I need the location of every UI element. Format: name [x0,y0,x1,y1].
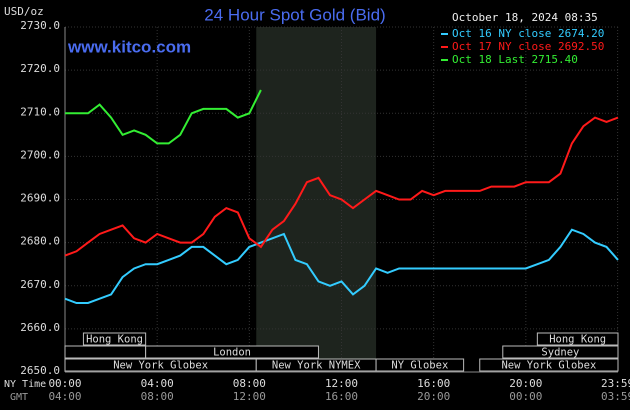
y-tick-label: 2730.0 [20,19,60,32]
legend-label: Oct 16 NY close 2674.20 [452,27,604,40]
y-tick-label: 2680.0 [20,235,60,248]
x2-tick-label: 16:00 [325,390,358,403]
session-label: Sydney [541,347,579,359]
x-axis-label: GMT [10,392,28,403]
session-box [64,345,147,359]
x2-tick-label: 20:00 [417,390,450,403]
session-box [536,332,619,346]
x2-tick-label: 04:00 [48,390,81,403]
y-tick-label: 2650.0 [20,364,60,377]
x2-tick-label: 12:00 [233,390,266,403]
session-label: Hong Kong [86,334,143,346]
x-tick-label: 08:00 [233,377,266,390]
series-line [65,89,262,145]
session-label: New York Globex [501,360,596,372]
session-label: New York NYMEX [272,360,361,372]
session-box [479,358,619,372]
x-tick-label: 12:00 [325,377,358,390]
x-tick-label: 00:00 [48,377,81,390]
y-tick-label: 2670.0 [20,278,60,291]
session-box [502,345,619,359]
shaded-span [256,27,377,372]
x-tick-label: 23:59 [601,377,630,390]
y-tick-label: 2700.0 [20,148,60,161]
timestamp: October 18, 2024 08:35 [452,11,598,24]
session-box [375,358,465,372]
x-tick-label: 16:00 [417,377,450,390]
y-unit: USD/oz [4,5,44,18]
legend-label: Oct 17 NY close 2692.50 [452,40,604,53]
session-box [82,332,147,346]
session-label: New York Globex [113,360,208,372]
x2-tick-label: 00:00 [509,390,542,403]
session-label: NY Globex [391,360,448,372]
x2-tick-label: 08:00 [141,390,174,403]
y-tick-label: 2720.0 [20,62,60,75]
y-tick-label: 2690.0 [20,192,60,205]
x-tick-label: 04:00 [141,377,174,390]
x2-tick-label: 03:59 [601,390,630,403]
x-tick-label: 20:00 [509,377,542,390]
session-box [145,345,319,359]
session-label: London [213,347,251,359]
y-tick-label: 2660.0 [20,321,60,334]
session-label: Hong Kong [549,334,606,346]
chart-title: 24 Hour Spot Gold (Bid) [204,5,385,24]
series-line [64,228,619,304]
legend-label: Oct 18 Last 2715.40 [452,53,578,66]
series-line [64,116,619,257]
x-axis-label: NY Time [4,379,46,390]
y-tick-label: 2710.0 [20,105,60,118]
watermark: www.kitco.com [67,37,191,56]
